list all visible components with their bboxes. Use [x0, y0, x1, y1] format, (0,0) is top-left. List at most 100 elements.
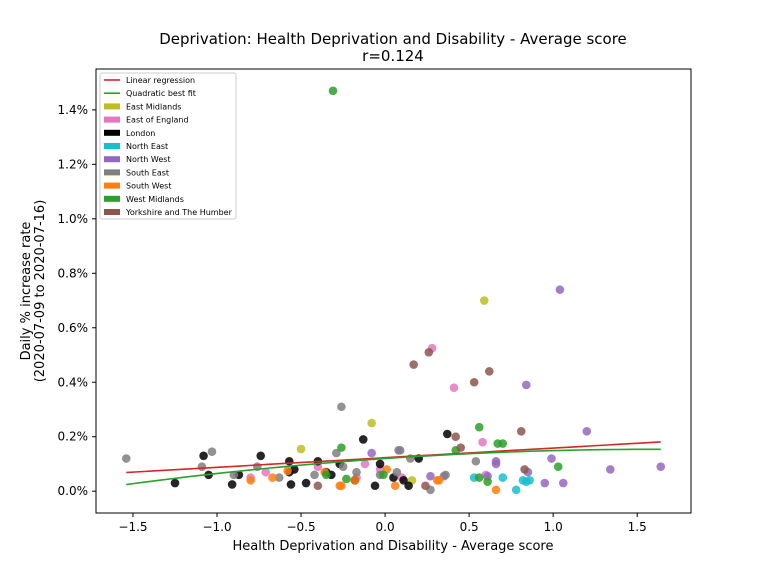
fit-line — [126, 448, 661, 486]
data-point — [424, 347, 434, 357]
data-point — [520, 465, 529, 474]
data-point — [284, 456, 294, 466]
x-tick-label: −1.5 — [118, 520, 147, 534]
data-point — [442, 429, 452, 439]
legend-label: London — [126, 129, 155, 138]
y-axis-label-line1: Daily % increase rate — [19, 222, 34, 361]
data-point — [491, 456, 501, 466]
x-axis: −1.5 −1.0 −0.5 0.0 0.5 1.0 1.5 — [118, 513, 647, 534]
y-tick-label: 0.0% — [58, 484, 89, 498]
data-point — [352, 467, 361, 477]
data-point — [426, 471, 435, 481]
fit-lines — [126, 441, 661, 486]
data-point — [656, 462, 666, 471]
data-point — [370, 481, 380, 491]
data-point — [483, 477, 492, 486]
legend-label: Linear regression — [126, 76, 195, 85]
legend-label: South East — [126, 168, 169, 177]
data-point — [404, 481, 413, 491]
data-point — [227, 480, 237, 489]
legend-label: North East — [126, 142, 168, 151]
data-point — [332, 448, 341, 458]
legend-label: South West — [126, 182, 171, 191]
data-point — [498, 439, 508, 448]
data-point — [290, 465, 299, 474]
x-tick-label: 0.5 — [460, 520, 479, 534]
data-point — [197, 462, 207, 471]
data-point — [367, 418, 376, 428]
data-point — [474, 473, 484, 482]
data-point — [525, 476, 534, 485]
data-points — [121, 86, 666, 495]
legend-label: East of England — [126, 116, 189, 125]
x-tick-label: 1.0 — [544, 520, 563, 534]
data-point — [321, 470, 331, 480]
data-point — [301, 478, 311, 488]
data-point — [540, 478, 550, 488]
legend-color-swatch — [104, 116, 120, 123]
x-tick-label: −1.0 — [202, 520, 231, 534]
data-point — [358, 435, 368, 444]
data-point — [367, 448, 376, 458]
data-point — [268, 473, 277, 482]
data-point — [170, 478, 180, 488]
data-point — [451, 432, 460, 442]
data-point — [558, 478, 568, 488]
data-point — [521, 380, 531, 390]
data-point — [256, 451, 266, 461]
legend: Linear regression Quadratic best fit East … — [99, 72, 237, 220]
x-tick-label: 0.0 — [376, 520, 395, 534]
y-tick-label: 0.4% — [58, 375, 89, 389]
data-point — [296, 444, 306, 454]
y-axis-label-line2: (2020-07-09 to 2020-07-16) — [33, 200, 48, 383]
x-tick-label: 1.5 — [628, 520, 647, 534]
data-point — [399, 476, 408, 485]
legend-label: North West — [126, 155, 171, 164]
legend-color-swatch — [104, 169, 120, 176]
data-point — [434, 476, 444, 485]
data-point — [441, 470, 450, 480]
data-point — [456, 443, 466, 452]
data-point — [474, 422, 484, 432]
legend-color-swatch — [104, 103, 120, 110]
data-point — [606, 465, 615, 474]
data-point — [375, 459, 385, 469]
data-point — [283, 466, 292, 476]
legend-label: Quadratic best fit — [126, 89, 196, 98]
y-tick-label: 1.2% — [58, 157, 89, 171]
data-point — [246, 476, 255, 485]
data-point — [337, 481, 346, 491]
data-point — [338, 462, 348, 471]
x-axis-label: Health Deprivation and Disability - Aver… — [233, 539, 554, 554]
data-point — [469, 377, 479, 387]
data-point — [360, 459, 370, 469]
data-point — [471, 456, 481, 466]
y-tick-label: 0.6% — [58, 321, 89, 335]
data-point — [547, 454, 556, 463]
data-point — [392, 467, 402, 477]
data-point — [479, 296, 489, 305]
legend-color-swatch — [104, 129, 120, 136]
y-tick-label: 1.4% — [58, 103, 89, 117]
data-point — [491, 485, 501, 495]
data-point — [121, 454, 131, 463]
data-point — [261, 467, 271, 477]
legend-color-swatch — [104, 195, 120, 202]
legend-color-swatch — [104, 143, 120, 149]
data-point — [421, 481, 430, 491]
data-point — [342, 474, 351, 484]
data-point — [478, 437, 487, 447]
y-tick-label: 0.8% — [58, 266, 89, 280]
data-point — [511, 485, 521, 495]
data-point — [516, 426, 526, 436]
data-point — [485, 367, 494, 376]
legend-color-swatch — [104, 209, 120, 215]
data-point — [337, 443, 346, 452]
data-point — [310, 470, 319, 480]
legend-box — [99, 72, 237, 220]
legend-color-swatch — [104, 182, 120, 189]
data-point — [337, 402, 346, 412]
data-point — [274, 473, 284, 482]
data-point — [350, 476, 360, 485]
